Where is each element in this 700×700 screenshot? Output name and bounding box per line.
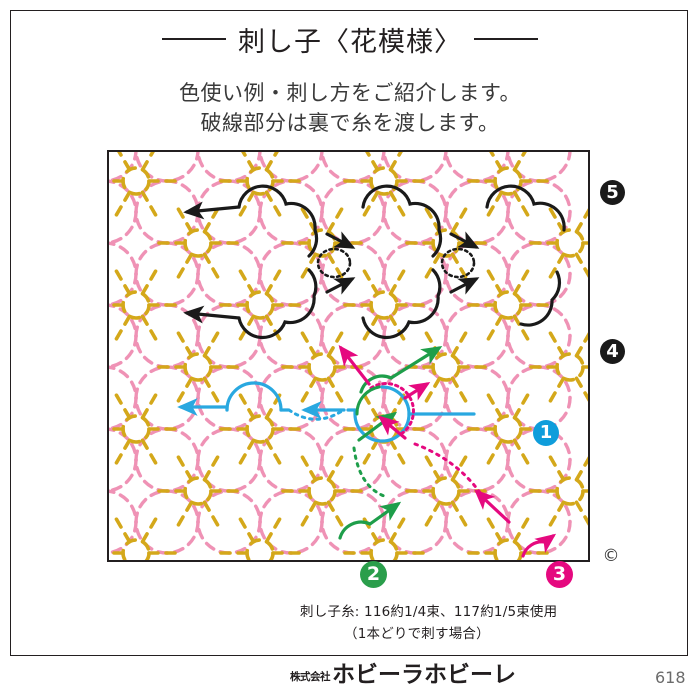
- copyright-icon: ©: [602, 546, 620, 566]
- page-title: 刺し子〈花模様〉: [0, 16, 700, 62]
- step-badge-1[interactable]: 1: [533, 420, 559, 446]
- company-name: ホビーラホビーレ: [332, 662, 516, 688]
- cyan-worked-ring: [380, 385, 411, 416]
- subtitle-block: 色使い例・刺し方をご紹介します。 破線部分は裏で糸を渡します。: [0, 78, 700, 139]
- green-stitch-path-step2: [338, 345, 443, 540]
- step-badge-4[interactable]: 4: [600, 339, 625, 364]
- green-arc-ring: [355, 385, 381, 416]
- black-dotted-junction-rings: [316, 247, 476, 279]
- magenta-dotted-carry: [413, 442, 483, 496]
- cyan-stitch-path-step1: [177, 381, 476, 443]
- title-rule-right: [474, 38, 538, 40]
- company-prefix: 株式会社: [290, 671, 331, 683]
- title-text: 刺し子〈花模様〉: [238, 26, 462, 58]
- step-badge-2[interactable]: 2: [360, 561, 387, 588]
- stitch-diagram: [107, 150, 590, 562]
- magenta-dotted-ring: [369, 382, 415, 436]
- green-dotted-carry: [352, 446, 386, 498]
- thread-note-line-2: （1本どりで刺す場合）: [344, 625, 490, 642]
- brand-logo: 株式会社 ホビーラホビーレ: [290, 664, 516, 687]
- subtitle-line-2: 破線部分は裏で糸を渡します。: [200, 111, 500, 136]
- diagram-svg: [109, 152, 588, 560]
- page-number: 618: [655, 668, 686, 687]
- thread-usage-note: 刺し子糸: 116約1/4束、117約1/5束使用 （1本どりで刺す場合）: [300, 602, 680, 645]
- step-badge-5[interactable]: 5: [600, 180, 625, 205]
- cyan-dotted-back-carry: [287, 408, 344, 421]
- black-stitch-path: [183, 184, 566, 339]
- step-badge-3[interactable]: 3: [546, 561, 573, 588]
- subtitle-line-1: 色使い例・刺し方をご紹介します。: [179, 81, 521, 105]
- thread-note-line-1: 刺し子糸: 116約1/4束、117約1/5束使用: [300, 604, 558, 620]
- title-rule-left: [162, 38, 226, 40]
